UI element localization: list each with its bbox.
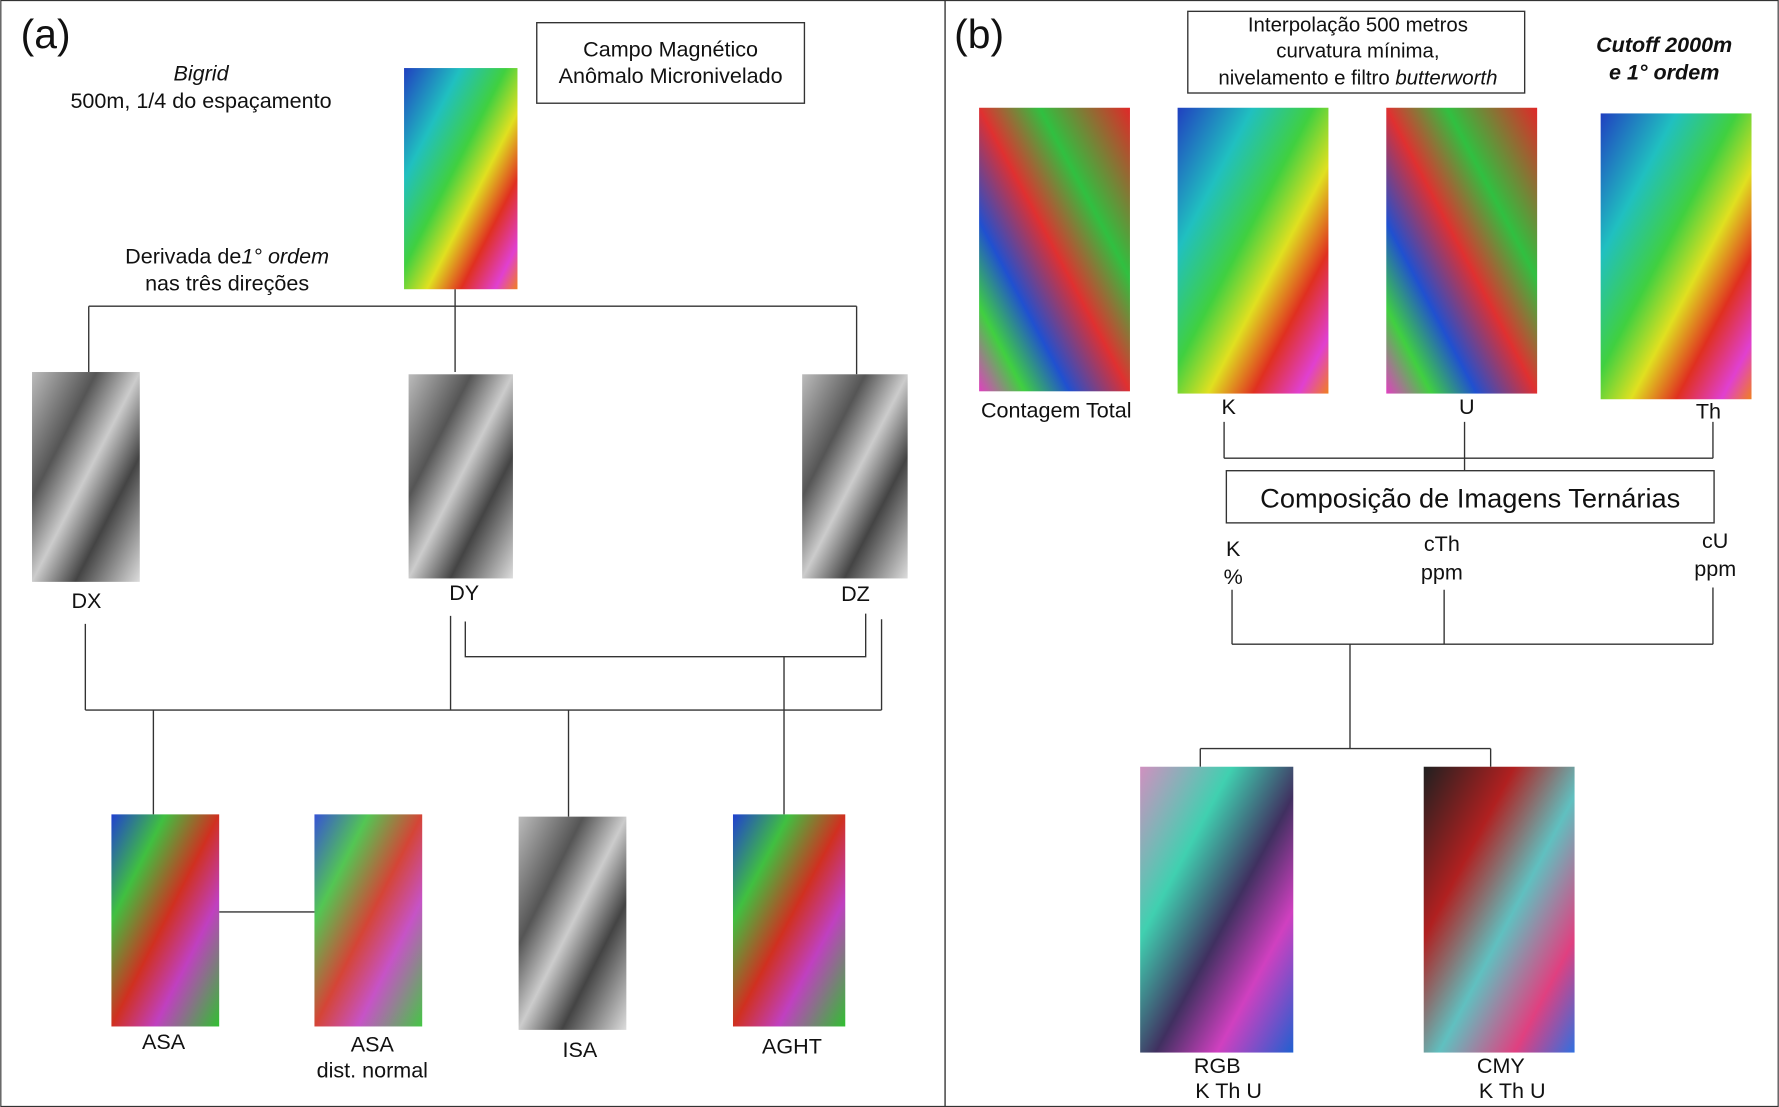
- map-image: [404, 68, 517, 289]
- panel-tag: (a): [21, 11, 71, 57]
- source-label: Campo Magnético: [583, 37, 758, 62]
- diagram: (a) Bigrid 500m, 1/4 do espaçamento Camp…: [0, 0, 1779, 1107]
- derivative-note: Derivada de1° ordem: [125, 243, 329, 268]
- map-image: [32, 372, 140, 582]
- panel-tag: (b): [954, 11, 1004, 57]
- cutoff-note: e 1° ordem: [1609, 59, 1719, 84]
- channel-label: K: [1221, 394, 1236, 419]
- note-order: 1° ordem: [241, 243, 329, 268]
- interpolation-label: curvatura mínima,: [1276, 41, 1439, 63]
- map-image: [314, 814, 422, 1026]
- input-label: cU: [1702, 528, 1728, 553]
- map-image: [1386, 108, 1537, 394]
- map-image: [409, 374, 513, 578]
- cutoff-note: Cutoff 2000m: [1596, 32, 1732, 57]
- map-image: [111, 814, 219, 1026]
- channel-label: Contagem Total: [981, 397, 1132, 422]
- input-label: K: [1226, 536, 1241, 561]
- interpolation-label: nivelamento e filtro butterworth: [1218, 68, 1497, 90]
- source-label: Anômalo Micronivelado: [559, 63, 783, 88]
- map-image: [979, 108, 1130, 392]
- map-image: [802, 374, 907, 578]
- output-label: RGB: [1194, 1053, 1241, 1078]
- note-text: Derivada de: [125, 243, 241, 268]
- output-label: K Th U: [1195, 1078, 1262, 1103]
- channel-label: Th: [1696, 399, 1721, 424]
- derivative-label: DY: [449, 580, 479, 605]
- input-label: %: [1224, 564, 1243, 589]
- composition-label: Composição de Imagens Ternárias: [1260, 482, 1680, 513]
- interpolation-label: Interpolação 500 metros: [1248, 14, 1468, 36]
- input-label: cTh: [1424, 531, 1460, 556]
- input-label: ppm: [1694, 556, 1736, 581]
- product-label: ASA: [351, 1031, 395, 1056]
- bigrid-title: Bigrid: [173, 61, 229, 86]
- product-label: ISA: [562, 1037, 597, 1062]
- output-label: K Th U: [1479, 1078, 1546, 1103]
- input-label: ppm: [1421, 560, 1463, 585]
- channel-label: U: [1459, 394, 1475, 419]
- map-image: [519, 817, 627, 1030]
- map-image: [1140, 767, 1293, 1053]
- product-label: AGHT: [762, 1034, 822, 1059]
- map-image: [1601, 113, 1752, 399]
- map-image: [733, 814, 845, 1026]
- output-label: CMY: [1477, 1053, 1525, 1078]
- label-text: nivelamento e filtro: [1218, 68, 1395, 90]
- map-image: [1424, 767, 1575, 1053]
- derivative-label: DX: [72, 588, 102, 613]
- product-label: dist. normal: [317, 1058, 428, 1083]
- bigrid-subtitle: 500m, 1/4 do espaçamento: [70, 88, 331, 113]
- product-label: ASA: [142, 1029, 186, 1054]
- derivative-label: DZ: [841, 581, 870, 606]
- map-image: [1178, 108, 1329, 394]
- derivative-note: nas três direções: [145, 270, 309, 295]
- filter-name: butterworth: [1395, 68, 1497, 90]
